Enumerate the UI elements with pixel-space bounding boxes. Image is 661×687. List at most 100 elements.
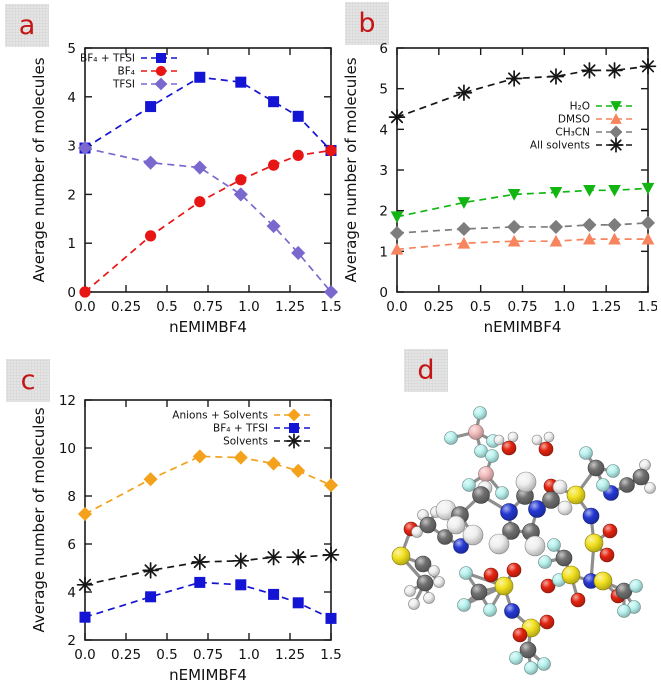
legend-label-anions-solvents: Anions + Solvents <box>172 410 268 422</box>
atom-H <box>423 592 435 604</box>
atom-F <box>462 478 476 492</box>
legend-label-solvents: Solvents <box>223 436 268 448</box>
series-tfsi <box>77 141 339 300</box>
atom-N <box>504 603 520 619</box>
atom-O <box>506 562 522 578</box>
x-axis-label: nEMIMBF4 <box>169 666 247 684</box>
legend-label-bf-tfsi: BF₄ + TFSI <box>80 53 135 65</box>
y-tick-label: 5 <box>379 82 388 98</box>
y-axis-label: Average number of molecules <box>30 407 48 632</box>
atom-S <box>391 546 411 566</box>
x-tick-label: 0.25 <box>111 299 141 315</box>
x-tick-label: 1.5 <box>637 299 657 315</box>
x-tick-label: 0.5 <box>156 647 177 663</box>
atom-C <box>502 522 520 540</box>
atom-H <box>493 434 505 446</box>
x-axis-label: nEMIMBF4 <box>169 318 247 336</box>
y-tick-label: 12 <box>59 393 76 409</box>
atom-F <box>617 604 631 618</box>
atom-O <box>599 547 615 563</box>
series-h-o <box>390 182 655 224</box>
series-anions-solvents <box>77 449 339 522</box>
atom-H <box>552 479 568 495</box>
atom-F <box>495 486 509 500</box>
x-tick-label: 0.0 <box>74 299 95 315</box>
atom-O <box>483 567 499 583</box>
series-dmso <box>390 232 655 255</box>
atom-H <box>524 535 546 557</box>
atom-C <box>542 491 560 509</box>
x-tick-label: 1.5 <box>320 647 341 663</box>
y-tick-label: 2 <box>67 633 76 649</box>
atom-F <box>509 651 523 665</box>
x-tick-label: 0.5 <box>156 299 177 315</box>
legend-label-ch-cn: CH₃CN <box>555 127 590 139</box>
atom-S <box>494 576 514 596</box>
panel-label-d: d <box>404 349 448 392</box>
atom-H <box>411 526 423 538</box>
atom-F <box>606 464 620 478</box>
axes: 0.0 0.25 0.5 0.75 1.0 1.25 1.5 2 4 6 8 10 12 nEMIMBF4… <box>30 393 342 684</box>
y-tick-label: 1 <box>67 236 76 252</box>
atom-C <box>519 641 537 659</box>
atom-H <box>531 434 543 446</box>
panel-label-a: a <box>5 4 49 47</box>
y-tick-label: 4 <box>67 90 76 106</box>
atom-N <box>528 500 546 518</box>
atom-N <box>500 503 518 521</box>
y-tick-label: 3 <box>67 139 76 155</box>
x-tick-label: 1.25 <box>591 299 621 315</box>
atom-F <box>629 579 643 593</box>
x-tick-label: 1.0 <box>238 647 259 663</box>
x-tick-label: 0.5 <box>470 299 491 315</box>
x-tick-label: 0.0 <box>386 299 407 315</box>
atom-H <box>515 471 537 493</box>
atom-C <box>555 549 573 567</box>
atom-S <box>561 565 581 585</box>
y-tick-label: 2 <box>67 187 76 203</box>
atom-O <box>512 627 528 643</box>
atom-S <box>566 485 586 505</box>
atom-C <box>632 468 650 486</box>
atom-C <box>619 477 635 493</box>
atom-B <box>468 424 484 440</box>
atom-H <box>446 515 466 535</box>
atom-O <box>602 523 618 539</box>
x-tick-label: 1.25 <box>275 299 305 315</box>
atom-C <box>416 574 434 592</box>
y-tick-label: 6 <box>379 41 388 57</box>
atom-H <box>488 533 510 555</box>
y-tick-label: 4 <box>379 122 388 138</box>
panel-letter-b: b <box>358 8 376 39</box>
y-tick-label: 10 <box>59 441 76 457</box>
x-tick-label: 1.25 <box>275 647 305 663</box>
atom-C <box>470 583 488 601</box>
axes: 0.0 0.25 0.5 0.75 1.0 1.25 1.5 0 1 2 3 4 5 6 nEMIMBF4 A… <box>342 41 657 336</box>
atom-F <box>537 657 551 671</box>
y-tick-label: 0 <box>379 285 388 301</box>
x-tick-label: 1.0 <box>238 299 259 315</box>
atom-C <box>472 486 490 504</box>
x-tick-label: 1.0 <box>554 299 575 315</box>
atom-O <box>570 592 586 608</box>
atom-S <box>593 571 613 591</box>
series-bf-tfsi <box>79 576 337 624</box>
atom-N <box>453 538 469 554</box>
x-tick-label: 0.25 <box>111 647 141 663</box>
atom-H <box>543 431 555 443</box>
legend-label-h-o: H₂O <box>570 101 590 113</box>
x-tick-label: 0.25 <box>424 299 454 315</box>
atom-F <box>485 449 499 463</box>
chart-c-anions-solvents: 0.0 0.25 0.5 0.75 1.0 1.25 1.5 2 4 6 8 10 12 nEMIMBF4… <box>30 393 342 684</box>
atom-H <box>433 576 445 588</box>
atom-O <box>539 614 555 630</box>
y-tick-label: 0 <box>67 285 76 301</box>
chart-a-bf4-tfsi: 0.0 0.25 0.5 0.75 1.0 1.25 1.5 0 1 2 3 4 5 nEMIMBF4 Av… <box>30 41 342 336</box>
x-axis-label: nEMIMBF4 <box>484 318 562 336</box>
y-tick-label: 4 <box>67 585 76 601</box>
atom-S <box>584 533 604 553</box>
atom-B <box>478 466 494 482</box>
atom-C <box>419 516 437 534</box>
